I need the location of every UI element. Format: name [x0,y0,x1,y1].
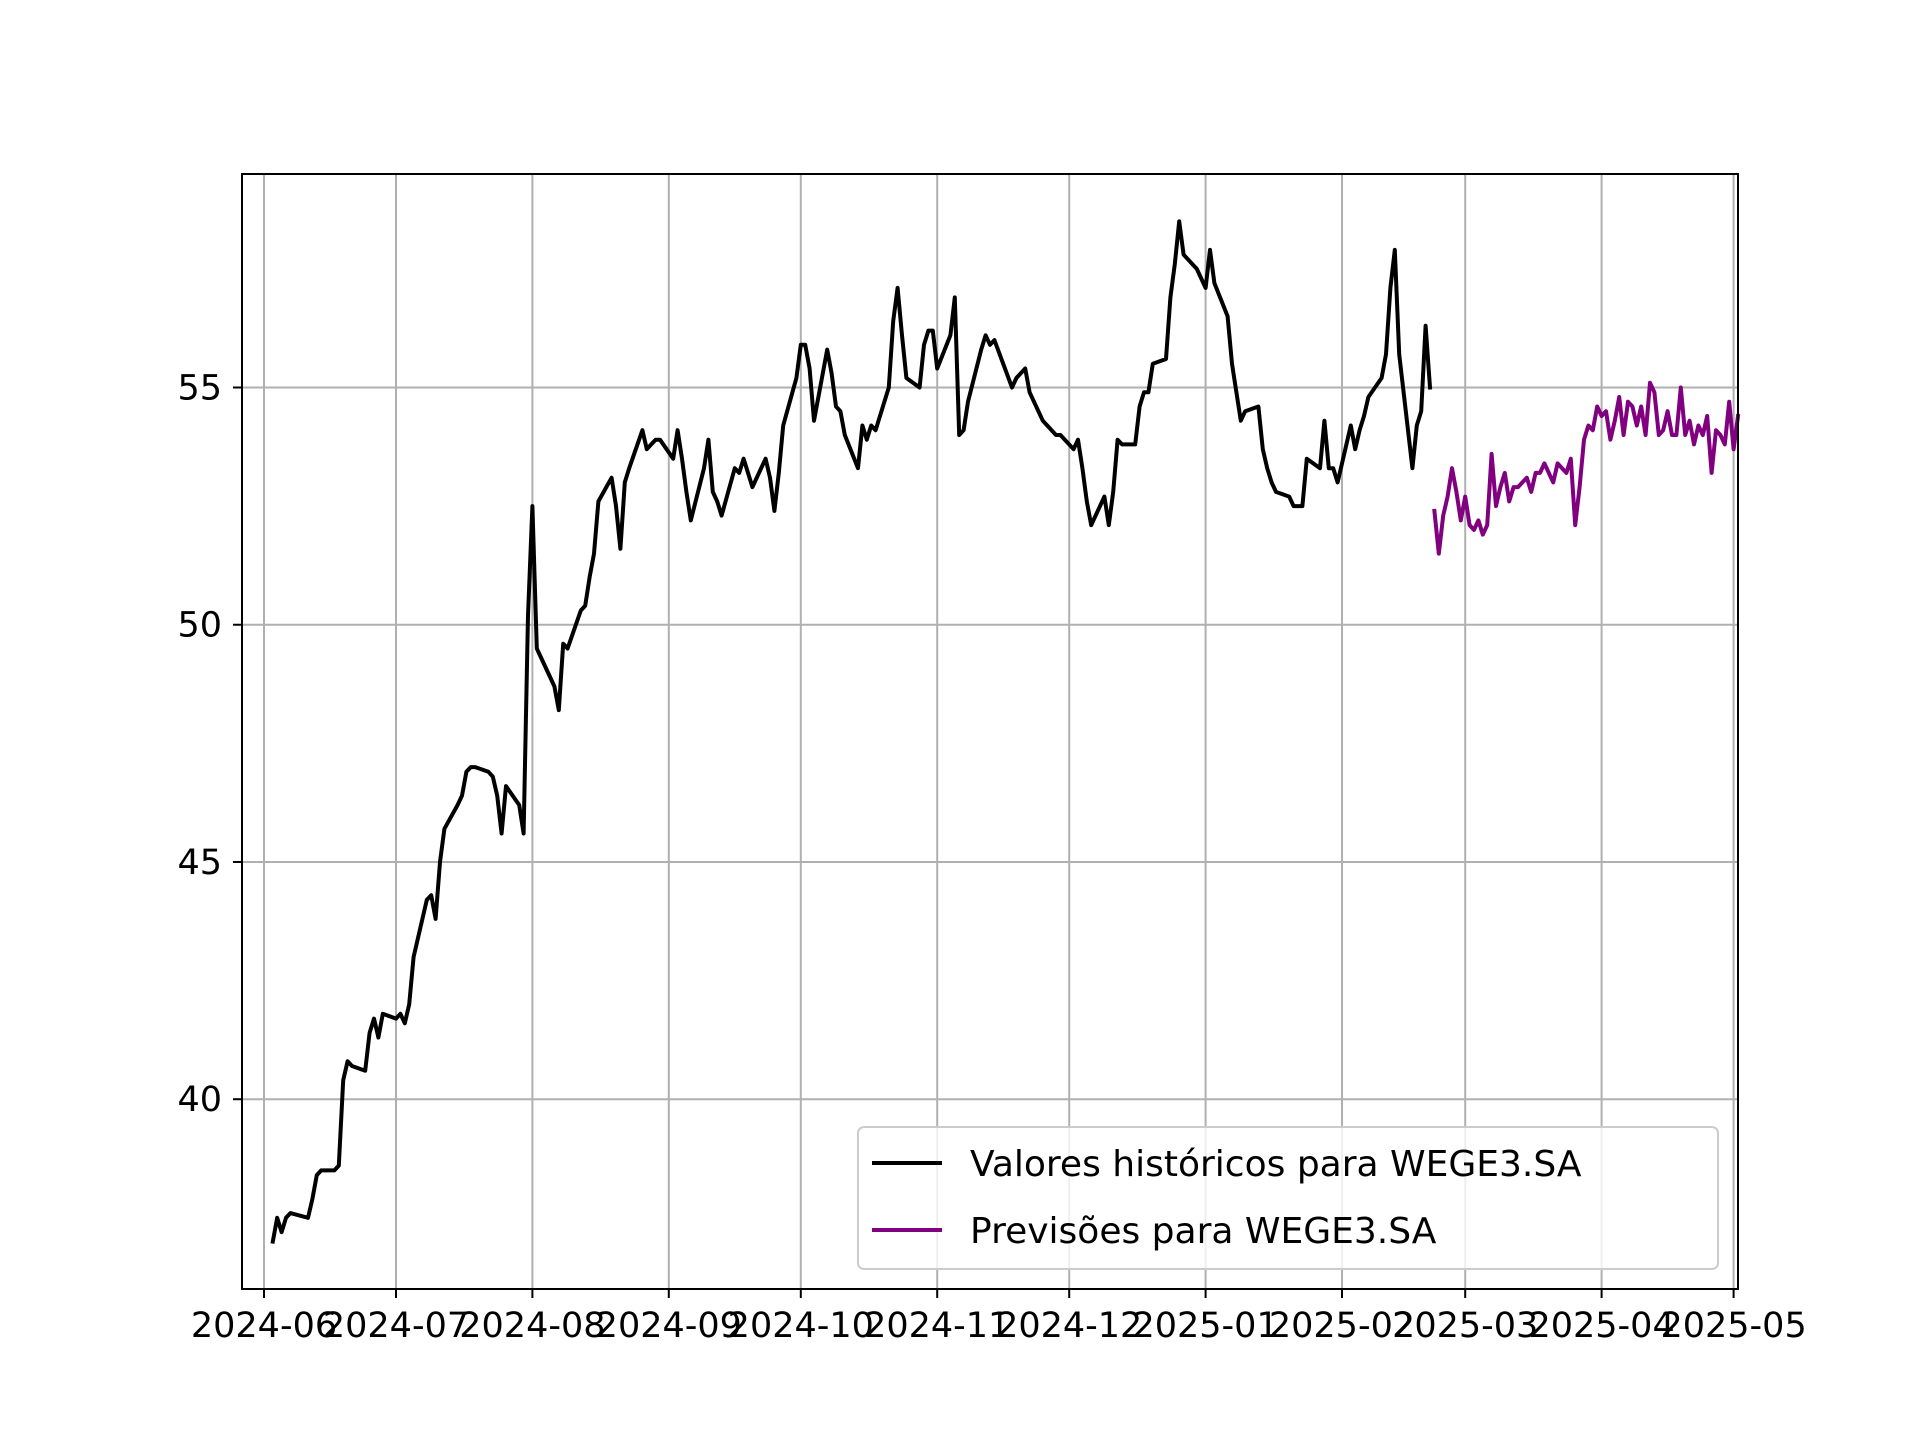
grid [242,174,1738,1289]
x-tick-label: 2024-08 [459,1306,605,1346]
legend-label-1: Previsões para WEGE3.SA [970,1211,1437,1252]
series-line-0 [270,219,1433,1244]
y-tick-label: 40 [177,1080,222,1120]
y-tick-label: 50 [177,606,222,646]
x-tick-label: 2024-06 [191,1306,337,1346]
legend-label-0: Valores históricos para WEGE3.SA [970,1144,1582,1185]
x-tick-label: 2025-03 [1392,1306,1538,1346]
y-tick-label: 55 [177,369,222,409]
x-tick-label: 2025-04 [1528,1306,1674,1346]
legend-box [857,1126,1719,1270]
x-tick-label: 2025-05 [1660,1306,1806,1346]
series-layer [270,219,1741,1244]
y-tick-label: 45 [177,843,222,883]
ticks: 2024-062024-072024-082024-092024-102024-… [177,369,1806,1346]
series-line-1 [1432,380,1741,556]
x-tick-label: 2024-09 [596,1306,742,1346]
x-tick-label: 2024-12 [996,1306,1142,1346]
x-tick-label: 2024-07 [323,1306,469,1346]
x-tick-label: 2024-10 [728,1306,874,1346]
x-tick-label: 2025-02 [1269,1306,1415,1346]
axes-frame [241,173,1739,1290]
x-tick-label: 2025-01 [1132,1306,1278,1346]
legend: Valores históricos para WEGE3.SA Previsõe… [857,1126,1719,1270]
x-tick-label: 2024-11 [864,1306,1010,1346]
